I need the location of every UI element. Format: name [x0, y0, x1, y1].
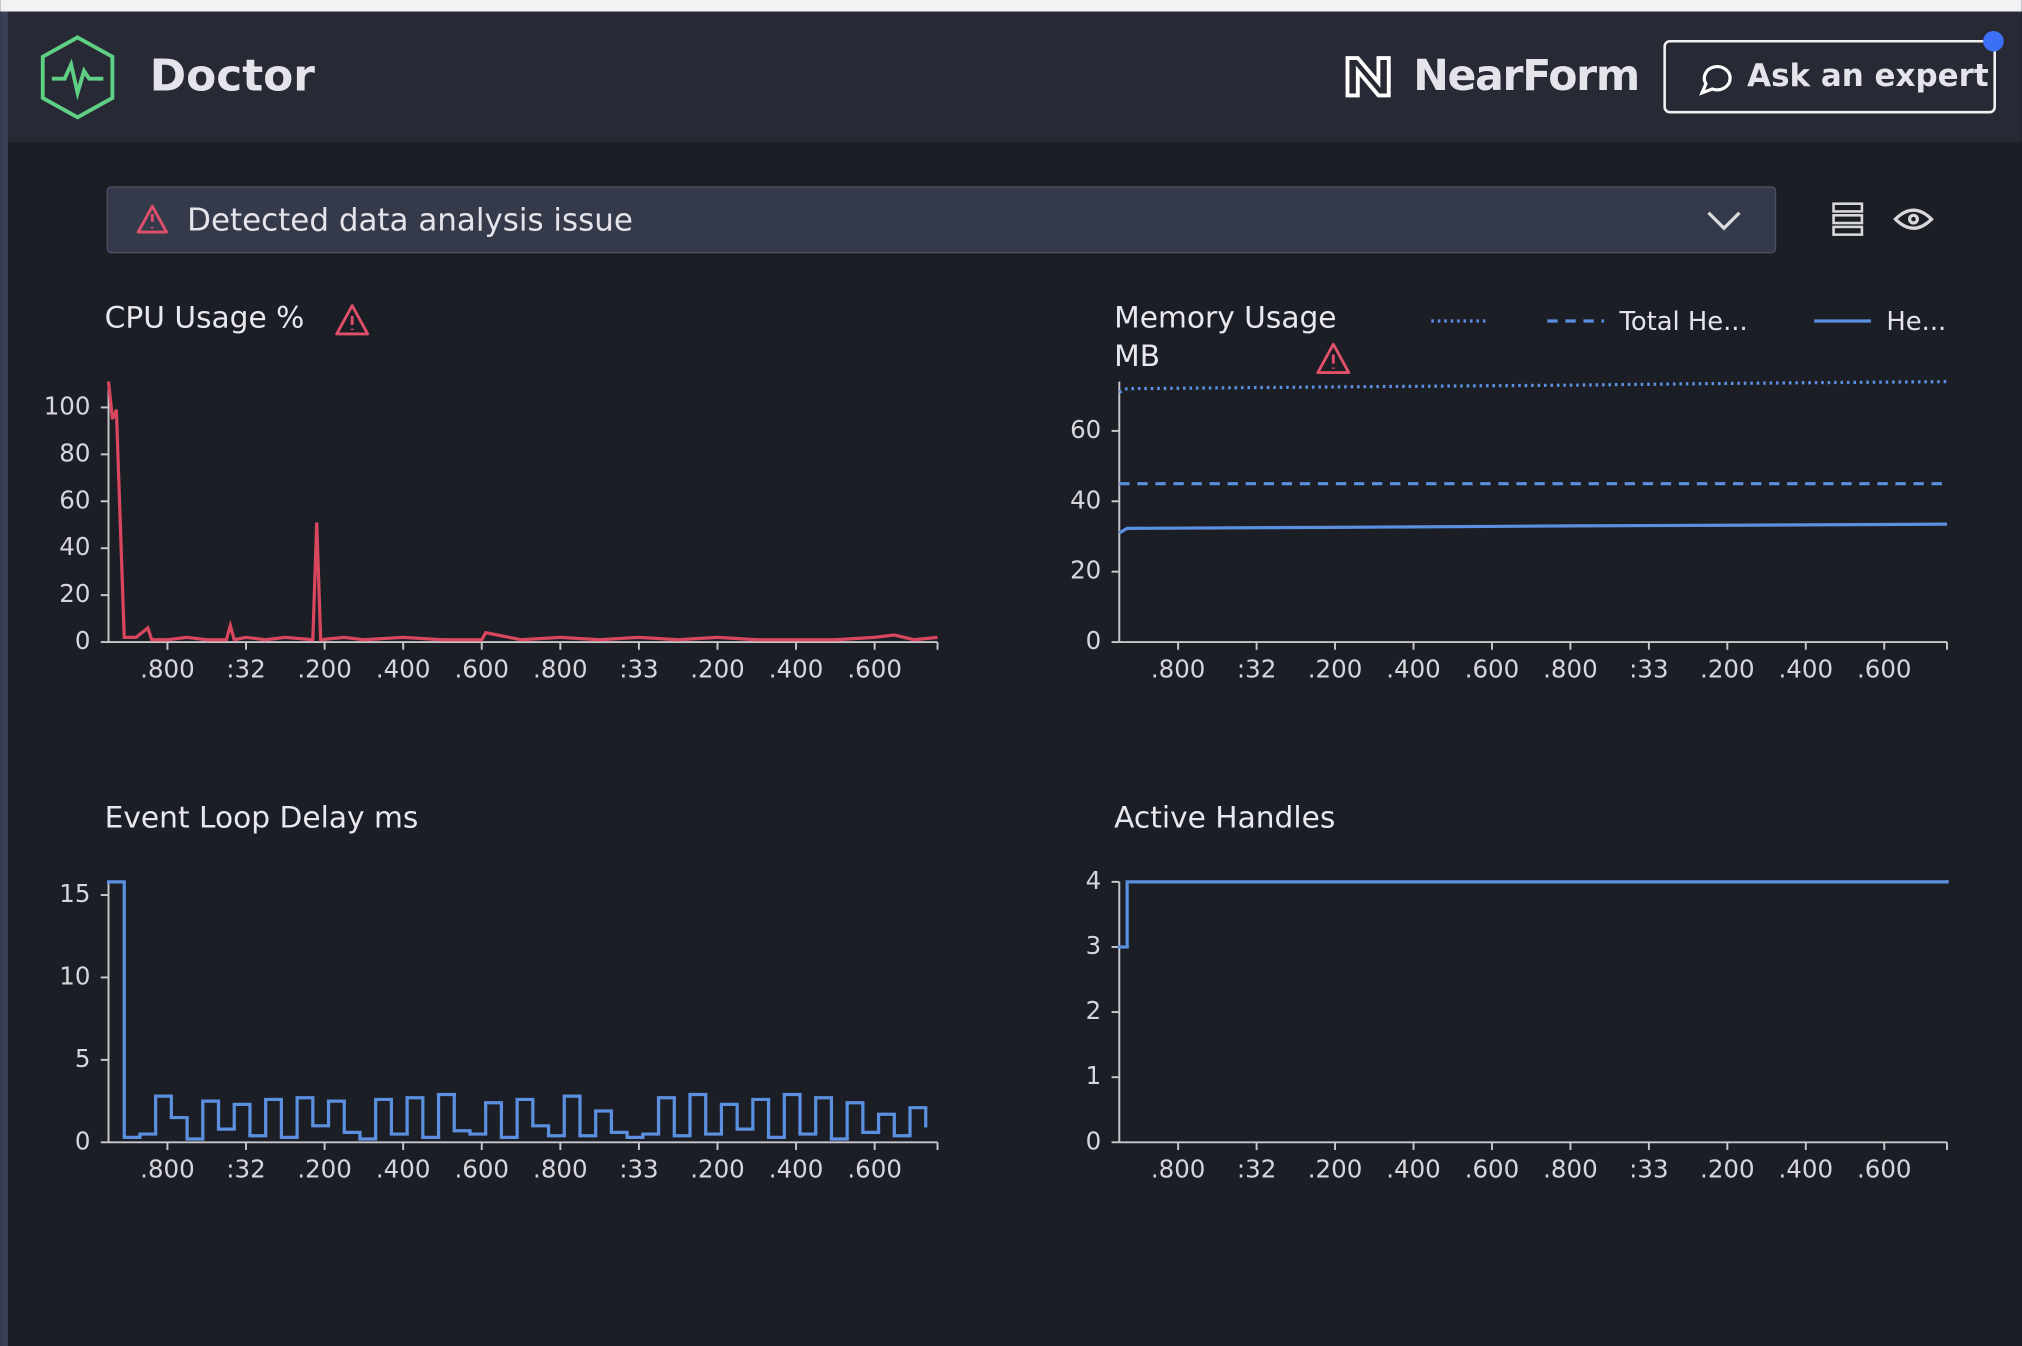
y-tick-label: 0: [1086, 1126, 1102, 1155]
x-tick-label: .600: [454, 654, 509, 683]
x-tick-label: .800: [1543, 654, 1598, 683]
brand-name: NearForm: [1413, 52, 1639, 101]
x-tick-label: .200: [297, 1155, 352, 1184]
x-tick-label: :33: [619, 654, 658, 683]
x-tick-label: :33: [1629, 654, 1668, 683]
chart-title-box: CPU Usage %: [105, 299, 337, 382]
x-tick-label: .400: [769, 1155, 824, 1184]
x-tick-label: :33: [619, 1155, 658, 1184]
x-tick-label: .200: [1700, 1155, 1755, 1184]
chart-title: Event Loop Delay ms: [105, 799, 621, 838]
x-tick-label: .800: [1543, 1155, 1598, 1184]
x-tick-label: :33: [1629, 1155, 1668, 1184]
x-tick-label: :32: [1237, 1155, 1276, 1184]
x-tick-label: .800: [533, 654, 588, 683]
legend-label: Total He...: [1619, 307, 1748, 337]
x-tick-label: .400: [376, 1155, 431, 1184]
x-tick-label: .800: [1151, 1155, 1206, 1184]
x-tick-label: .600: [847, 1155, 902, 1184]
x-tick-label: .400: [376, 654, 431, 683]
chart-title: CPU Usage %: [105, 299, 337, 338]
y-tick-label: 20: [59, 579, 90, 608]
x-tick-label: .600: [1465, 654, 1520, 683]
issue-text[interactable]: Detected data analysis issue: [187, 202, 633, 238]
issue-dropdown[interactable]: Detected data analysis issue: [107, 187, 1775, 253]
y-tick-label: 20: [1070, 556, 1101, 585]
app-name: Doctor: [150, 51, 316, 102]
x-tick-label: .200: [1308, 654, 1363, 683]
x-tick-label: .600: [454, 1155, 509, 1184]
x-tick-label: .400: [1779, 654, 1834, 683]
notification-dot: [1983, 31, 2004, 52]
x-tick-label: .200: [297, 654, 352, 683]
x-tick-label: .600: [847, 654, 902, 683]
x-tick-label: .400: [1386, 654, 1441, 683]
y-tick-label: 80: [59, 438, 90, 467]
x-tick-label: .800: [140, 1155, 195, 1184]
y-tick-label: 4: [1086, 866, 1102, 895]
chart-title-box: Memory Usage MB: [1114, 299, 1372, 382]
y-tick-label: 0: [75, 626, 91, 655]
y-tick-label: 15: [59, 879, 90, 908]
x-tick-label: .400: [769, 654, 824, 683]
y-tick-label: 40: [1070, 485, 1101, 514]
chart-title-box: Event Loop Delay ms: [105, 799, 621, 882]
x-tick-label: .200: [690, 654, 745, 683]
x-tick-label: .800: [140, 654, 195, 683]
x-tick-label: .600: [1465, 1155, 1520, 1184]
y-tick-label: 3: [1086, 931, 1102, 960]
x-tick-label: .400: [1386, 1155, 1441, 1184]
chart-title-box: Active Handles: [1114, 799, 1630, 882]
y-tick-label: 2: [1086, 996, 1102, 1025]
legend-label: He...: [1886, 307, 1946, 337]
y-tick-label: 10: [59, 961, 90, 990]
button-label[interactable]: Ask an expert: [1747, 58, 1989, 94]
x-tick-label: :32: [226, 1155, 265, 1184]
y-tick-label: 0: [1086, 626, 1102, 655]
y-tick-label: 60: [59, 485, 90, 514]
x-tick-label: :32: [226, 654, 265, 683]
x-tick-label: .200: [1308, 1155, 1363, 1184]
y-tick-label: 100: [44, 391, 91, 420]
x-tick-label: .600: [1857, 654, 1912, 683]
x-tick-label: :32: [1237, 654, 1276, 683]
x-tick-label: .800: [533, 1155, 588, 1184]
y-tick-label: 0: [75, 1126, 91, 1155]
y-tick-label: 5: [75, 1044, 91, 1073]
y-tick-label: 1: [1086, 1061, 1102, 1090]
x-tick-label: .600: [1857, 1155, 1912, 1184]
x-tick-label: .200: [690, 1155, 745, 1184]
y-tick-label: 40: [59, 532, 90, 561]
window-edge: [0, 12, 8, 1346]
y-tick-label: 60: [1070, 415, 1101, 444]
window-top: [0, 0, 2022, 12]
x-tick-label: .800: [1151, 654, 1206, 683]
chart-title: Active Handles: [1114, 799, 1630, 838]
chart-title: Memory Usage MB: [1114, 299, 1372, 376]
x-tick-label: .400: [1779, 1155, 1834, 1184]
x-tick-label: .200: [1700, 654, 1755, 683]
